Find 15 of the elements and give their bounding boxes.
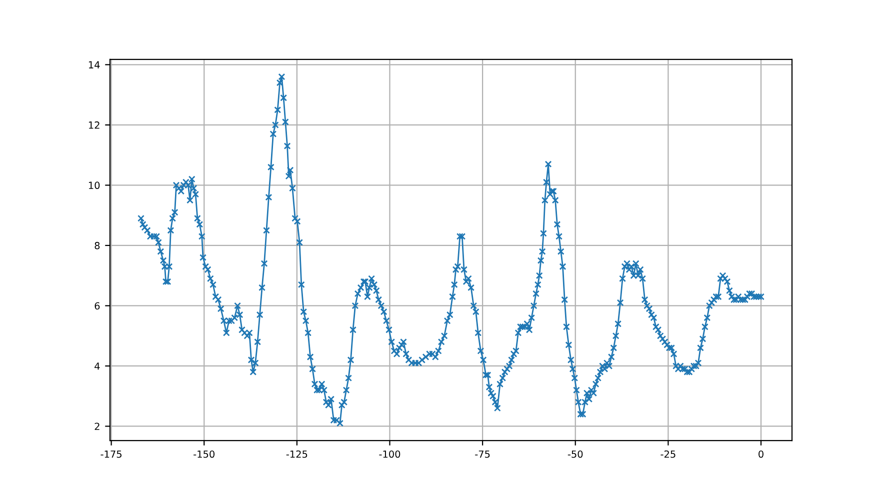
y-tick-label: 4 — [94, 362, 100, 370]
y-tick-label: 14 — [88, 61, 100, 68]
x-tick-label: -175 — [100, 450, 122, 458]
y-tick-label: 12 — [88, 121, 100, 129]
y-tick-label: 8 — [94, 242, 100, 250]
x-tick-label: -50 — [568, 450, 583, 458]
x-tick-label: -125 — [286, 450, 308, 458]
y-tick-label: 10 — [88, 182, 100, 190]
x-tick-label: -150 — [194, 450, 214, 458]
y-tick-label: 6 — [94, 302, 100, 310]
x-tick-label: -75 — [475, 450, 490, 458]
y-tick-label: 2 — [94, 422, 100, 430]
x-tick-label: 0 — [758, 450, 764, 458]
x-tick-label: -25 — [660, 450, 676, 458]
x-tick-label: -100 — [379, 450, 400, 458]
